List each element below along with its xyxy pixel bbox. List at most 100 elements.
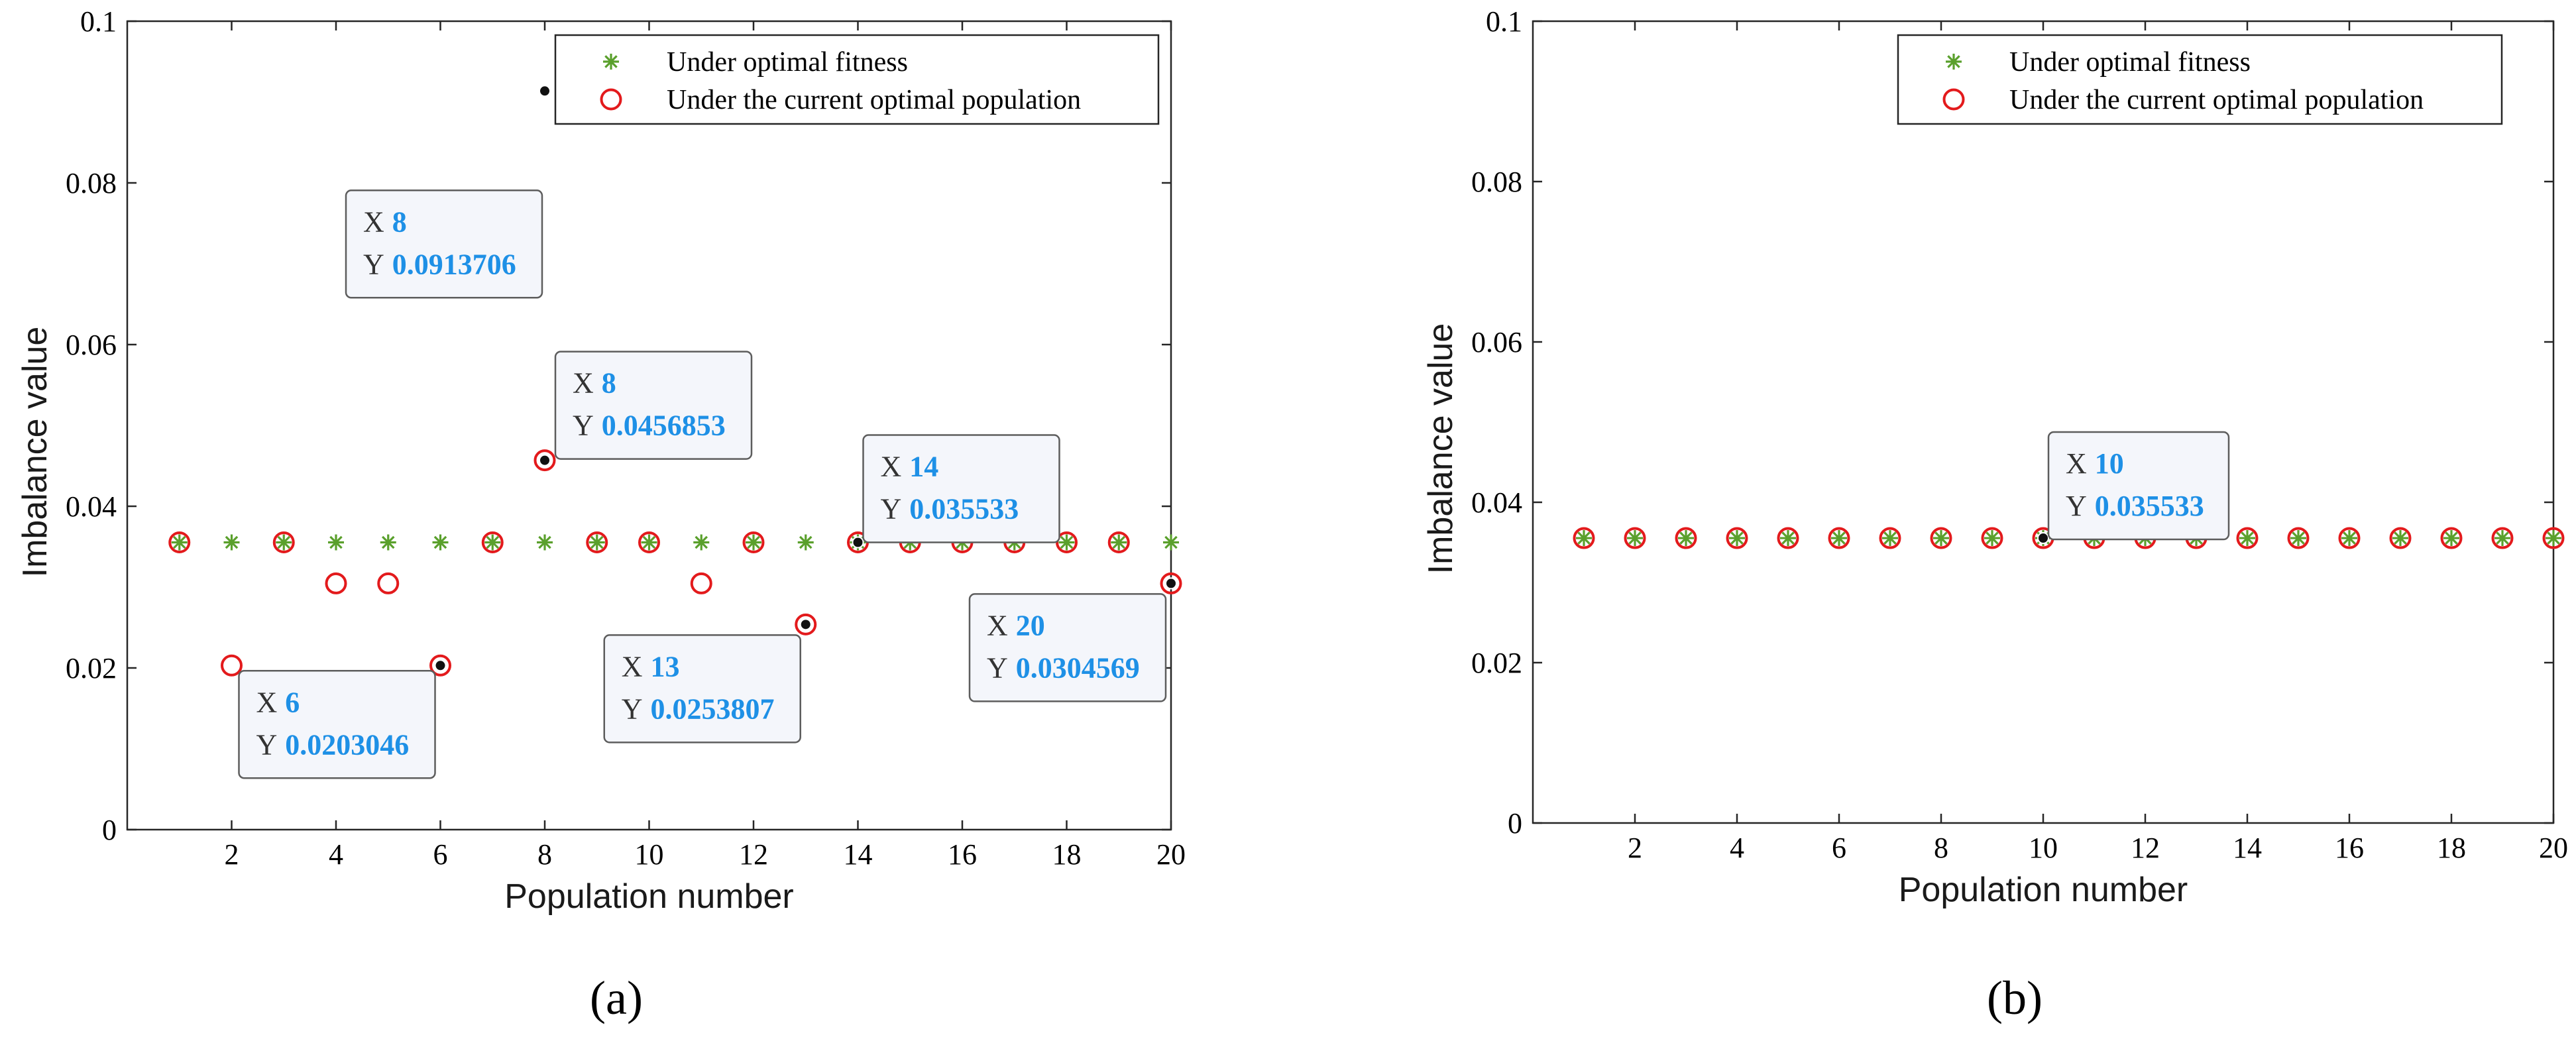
asterisk-stroke — [1934, 531, 1948, 545]
fitness-point — [2341, 530, 2357, 547]
datatip-y-label: Y — [881, 492, 902, 525]
asterisk-stroke — [2292, 531, 2305, 545]
legend-label-population: Under the current optimal population — [667, 85, 1081, 115]
fitness-point — [1058, 534, 1075, 551]
datatip-y-label: Y — [987, 651, 1008, 684]
y-tick-label: 0.08 — [66, 167, 117, 199]
datatip-x-label: X — [881, 450, 902, 482]
panel-label: (a) — [590, 971, 643, 1024]
fitness-point — [1984, 530, 2000, 547]
fitness-point — [2392, 530, 2408, 547]
legend-box — [554, 34, 1160, 125]
datatip-anchor — [539, 454, 551, 467]
datatip-anchor — [799, 618, 812, 631]
datatip-anchor — [434, 659, 447, 672]
population-point — [2389, 527, 2412, 549]
population-point — [2542, 527, 2565, 549]
asterisk-stroke — [1781, 531, 1795, 545]
asterisk-stroke — [604, 55, 618, 68]
asterisk-stroke — [1112, 535, 1126, 549]
y-tick-label: 0.06 — [66, 329, 117, 361]
datatip-y-label: Y — [363, 248, 384, 280]
asterisk-stroke — [538, 535, 551, 549]
fitness-point — [1933, 530, 1949, 547]
datatip-x-label: X — [622, 650, 643, 683]
x-tick-label: 4 — [1730, 832, 1744, 864]
x-axis-label: Population number — [1899, 871, 2188, 909]
datatip-y-value: 0.0456853 — [602, 410, 726, 442]
population-point — [168, 531, 191, 553]
datatip-x-value: 14 — [909, 450, 938, 482]
fitness-point — [1627, 530, 1643, 547]
datatip: X 14 Y 0.035533 — [862, 434, 1060, 543]
asterisk-stroke — [486, 535, 500, 549]
fitness-point — [1729, 530, 1745, 547]
fitness-point — [223, 534, 240, 551]
datatip-y: Y 0.0203046 — [256, 728, 410, 761]
x-tick-label: 10 — [2029, 832, 2058, 864]
datatip-box — [554, 351, 753, 460]
datatip-x-label: X — [2066, 447, 2087, 480]
datatip-x-value: 20 — [1016, 609, 1045, 641]
fitness-point — [1678, 530, 1694, 547]
asterisk-stroke — [2496, 531, 2509, 545]
asterisk-stroke — [695, 535, 708, 549]
asterisk-stroke — [2547, 531, 2560, 545]
datatip-box — [603, 634, 801, 743]
population-point — [795, 613, 817, 635]
datatip-y-value: 0.0304569 — [1016, 651, 1140, 684]
asterisk-stroke — [1577, 531, 1591, 545]
datatip: X 13Y 0.0253807 — [603, 634, 801, 743]
datatip-y: Y 0.0304569 — [987, 651, 1140, 684]
population-point — [481, 531, 504, 553]
x-tick-label: 14 — [844, 838, 873, 871]
chart-panel-b: 0 0.02 0.04 0.06 0.08 0.1 2 4 6 8 10 12 14 16 18 20 Popu… — [1422, 5, 2568, 1024]
population-point — [1675, 527, 1697, 549]
legend-box — [1897, 34, 2503, 125]
datatip-y: Y 0.0253807 — [622, 692, 775, 725]
asterisk-stroke — [433, 535, 447, 549]
asterisk-stroke — [2343, 531, 2356, 545]
x-tick-label: 12 — [2131, 832, 2160, 864]
fitness-point — [537, 534, 553, 551]
legend-label-population: Under the current optimal population — [2009, 85, 2424, 115]
fitness-point — [484, 534, 501, 551]
fitness-point — [380, 534, 396, 551]
fitness-point — [171, 534, 188, 551]
datatip-x-value: 8 — [602, 367, 616, 400]
fitness-point — [2443, 530, 2459, 547]
datatip-y-value: 0.035533 — [2095, 490, 2204, 522]
datatip: X 8Y 0.0456853 — [554, 351, 753, 460]
fitness-point — [1780, 530, 1796, 547]
datatip-y-label: Y — [256, 728, 278, 761]
y-tick-label: 0.1 — [80, 5, 117, 38]
fitness-point — [328, 534, 344, 551]
fitness-point — [2494, 530, 2510, 547]
datatip-x-value: 8 — [392, 205, 407, 238]
asterisk-stroke — [381, 535, 395, 549]
population-point — [1573, 527, 1595, 549]
datatip-x: X 14 — [881, 450, 939, 482]
datatip-y-value: 0.0253807 — [651, 692, 775, 725]
legend-label-fitness: Under optimal fitness — [667, 47, 908, 78]
population-point — [2491, 527, 2514, 549]
y-tick-label: 0.1 — [1486, 5, 1522, 38]
asterisk-stroke — [642, 535, 656, 549]
population-point — [1160, 572, 1182, 594]
asterisk-stroke — [590, 535, 604, 549]
legend-label-fitness: Under optimal fitness — [2009, 47, 2251, 78]
population-point — [272, 531, 295, 553]
x-tick-label: 8 — [537, 838, 552, 871]
datatip-y: Y 0.035533 — [881, 492, 1019, 525]
datatip-x-label: X — [987, 609, 1008, 641]
datatip-box — [2047, 431, 2230, 541]
population-point — [690, 572, 712, 594]
panel-label: (b) — [1987, 971, 2043, 1024]
x-tick-label: 8 — [1934, 832, 1948, 864]
y-tick-label: 0 — [1508, 807, 1522, 840]
population-point — [1981, 527, 2003, 549]
datatip-y: Y 0.0456853 — [573, 410, 726, 442]
legend: Under optimal fitness Under the current o… — [1897, 34, 2503, 125]
